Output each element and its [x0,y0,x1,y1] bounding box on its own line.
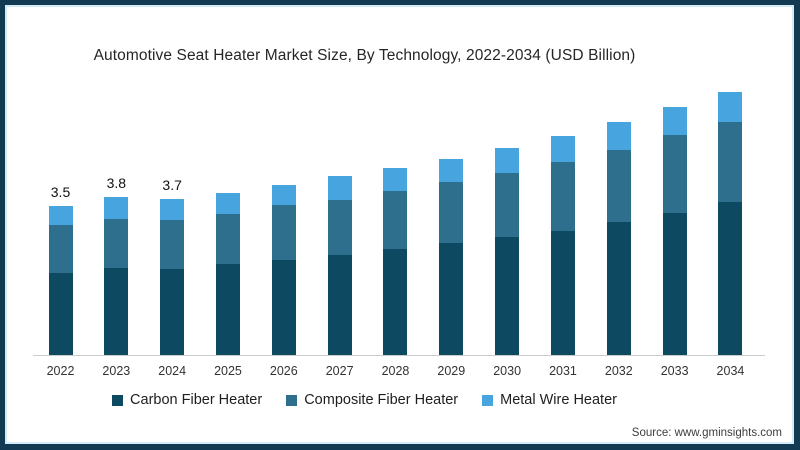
legend-swatch-metal-wire-icon [482,394,494,406]
bar-2027 [327,176,352,355]
bar-segment-carbon-fiber-heater-2023 [104,267,129,355]
bar-segment-carbon-fiber-heater-2022 [48,273,73,355]
bar-2023 [104,196,129,355]
x-tick-2026: 2026 [269,364,298,378]
x-tick-2025: 2025 [214,364,242,378]
bar-segment-composite-fiber-heater-2032 [606,150,631,222]
source-text: Source: www.gminsights.com [631,427,782,439]
bar-2030 [495,148,520,355]
bar-segment-composite-fiber-heater-2030 [495,172,520,238]
bar-segment-carbon-fiber-heater-2034 [718,202,743,355]
bar-segment-composite-fiber-heater-2022 [48,225,73,274]
bar-segment-carbon-fiber-heater-2025 [215,263,240,355]
bar-segment-composite-fiber-heater-2034 [718,122,743,202]
bar-2024 [160,198,185,355]
bar-2031 [550,136,575,355]
bar-2032 [606,122,631,355]
bar-segment-carbon-fiber-heater-2027 [327,255,352,355]
bar-segment-metal-wire-heater-2023 [104,196,129,220]
bar-segment-composite-fiber-heater-2027 [327,199,352,256]
bar-segment-carbon-fiber-heater-2026 [271,260,296,355]
plot-area: 3.5 2022 3.8 2023 3.7 2024 2025 2026 2027 2028 202… [33,80,765,378]
bar-segment-metal-wire-heater-2025 [215,192,240,214]
x-tick-2028: 2028 [381,364,410,378]
bar-segment-metal-wire-heater-2032 [606,122,631,151]
legend-item-carbon-fiber: Carbon Fiber Heater [112,392,262,408]
bar-2028 [383,167,408,355]
bar-segment-composite-fiber-heater-2025 [215,213,240,264]
bar-segment-metal-wire-heater-2022 [48,206,73,226]
bar-segment-metal-wire-heater-2028 [383,167,408,192]
bar-segment-composite-fiber-heater-2029 [439,182,464,244]
legend-item-metal-wire: Metal Wire Heater [482,392,617,408]
bar-segment-carbon-fiber-heater-2032 [606,222,631,355]
bar-segment-carbon-fiber-heater-2028 [383,249,408,355]
x-tick-2032: 2032 [604,364,633,378]
legend-label: Metal Wire Heater [500,392,617,408]
bar-segment-metal-wire-heater-2026 [271,185,296,206]
x-tick-2034: 2034 [716,364,745,378]
bar-segment-metal-wire-heater-2034 [718,91,743,123]
legend-swatch-carbon-fiber-icon [112,394,124,406]
bar-segment-composite-fiber-heater-2028 [383,191,408,250]
x-tick-2029: 2029 [437,364,466,378]
bar-segment-carbon-fiber-heater-2030 [495,237,520,355]
bar-segment-composite-fiber-heater-2024 [160,220,185,269]
bar-2025 [215,192,240,355]
bar-segment-metal-wire-heater-2031 [550,136,575,163]
bar-segment-composite-fiber-heater-2023 [104,219,129,268]
bar-segment-composite-fiber-heater-2033 [662,135,687,213]
bar-2034 [718,91,743,355]
bar-segment-composite-fiber-heater-2026 [271,205,296,261]
chart-title: Automotive Seat Heater Market Size, By T… [93,47,636,64]
chart-canvas: Automotive Seat Heater Market Size, By T… [5,5,794,444]
bar-value-label-2022: 3.5 [50,184,71,201]
legend-item-composite-fiber: Composite Fiber Heater [286,392,458,408]
bar-segment-metal-wire-heater-2030 [495,148,520,173]
bar-2033 [662,107,687,355]
x-tick-2031: 2031 [549,364,577,378]
x-tick-2033: 2033 [660,364,689,378]
legend-label: Carbon Fiber Heater [130,392,263,408]
bar-2022 [48,206,73,355]
x-tick-2023: 2023 [102,364,131,378]
bar-segment-carbon-fiber-heater-2024 [160,268,185,355]
bar-segment-carbon-fiber-heater-2031 [550,230,575,355]
bar-value-label-2024: 3.7 [162,176,182,193]
legend-swatch-composite-fiber-icon [286,394,298,406]
x-tick-2027: 2027 [325,364,354,378]
bar-segment-metal-wire-heater-2029 [439,158,464,183]
bar-segment-carbon-fiber-heater-2033 [662,212,687,355]
bar-2029 [439,158,464,355]
x-tick-2030: 2030 [493,364,522,378]
legend-label: Composite Fiber Heater [304,392,459,408]
x-tick-2024: 2024 [158,364,187,378]
bar-value-label-2023: 3.8 [106,174,127,191]
x-tick-2022: 2022 [46,364,75,378]
legend: Carbon Fiber Heater Composite Fiber Heat… [7,392,757,408]
bar-segment-composite-fiber-heater-2031 [550,162,575,231]
bar-segment-metal-wire-heater-2024 [160,198,185,221]
bar-2026 [271,185,296,355]
bar-segment-metal-wire-heater-2027 [327,176,352,200]
bar-segment-carbon-fiber-heater-2029 [439,243,464,355]
bar-segment-metal-wire-heater-2033 [662,107,687,136]
